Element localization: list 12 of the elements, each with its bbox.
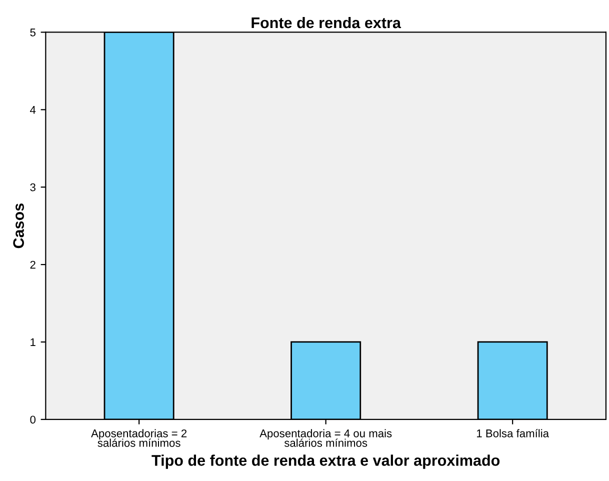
y-tick-label: 5 (30, 28, 36, 36)
y-tick-label: 4 (30, 106, 36, 114)
x-axis-title: Tipo de fonte de renda extra e valor aproximado (152, 454, 500, 469)
y-tick-label: 0 (30, 416, 36, 424)
x-tick-label: Aposentadorias = 2 salários mínimos (91, 429, 187, 447)
y-tick-label: 3 (30, 183, 36, 192)
y-tick-label: 2 (30, 260, 36, 269)
y-tick-label: 1 (30, 338, 36, 346)
chart-title: Fonte de renda extra (252, 16, 402, 28)
x-tick-label: Aposentadoria = 4 ou mais salários mínimos (260, 429, 392, 447)
y-axis-title: Casos (13, 204, 24, 248)
x-tick-label: 1 Bolsa família (476, 429, 550, 438)
